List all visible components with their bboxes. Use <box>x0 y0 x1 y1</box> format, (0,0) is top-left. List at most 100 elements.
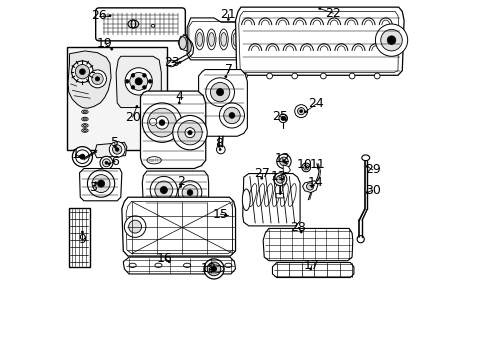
Circle shape <box>273 173 286 186</box>
Circle shape <box>100 156 113 169</box>
Circle shape <box>216 89 223 96</box>
Polygon shape <box>140 91 205 168</box>
Text: 21: 21 <box>220 8 236 21</box>
Circle shape <box>142 86 146 89</box>
Ellipse shape <box>83 130 86 132</box>
Circle shape <box>155 181 172 199</box>
Text: 24: 24 <box>308 98 324 111</box>
Ellipse shape <box>196 33 202 46</box>
Circle shape <box>108 163 110 165</box>
Circle shape <box>187 131 192 135</box>
Circle shape <box>131 74 135 77</box>
Text: 11: 11 <box>309 158 325 171</box>
Ellipse shape <box>212 263 219 267</box>
Polygon shape <box>235 7 403 75</box>
Circle shape <box>219 148 221 150</box>
Circle shape <box>303 165 308 170</box>
Circle shape <box>224 214 226 216</box>
Circle shape <box>142 74 146 77</box>
Ellipse shape <box>179 37 186 49</box>
Circle shape <box>128 220 142 233</box>
Circle shape <box>110 48 113 50</box>
Circle shape <box>276 154 290 168</box>
Circle shape <box>207 262 221 276</box>
Circle shape <box>284 119 286 121</box>
Circle shape <box>282 160 285 163</box>
Text: 22: 22 <box>325 7 341 20</box>
Circle shape <box>159 120 164 126</box>
Circle shape <box>306 183 313 190</box>
Ellipse shape <box>195 29 203 50</box>
Circle shape <box>94 182 97 184</box>
Polygon shape <box>302 181 317 193</box>
Circle shape <box>356 235 364 243</box>
Text: belt: belt <box>148 158 159 163</box>
Text: 14: 14 <box>307 176 323 189</box>
Circle shape <box>228 113 234 118</box>
Ellipse shape <box>219 29 228 50</box>
Ellipse shape <box>257 33 262 46</box>
Ellipse shape <box>224 263 231 267</box>
Ellipse shape <box>147 157 161 164</box>
Text: 2: 2 <box>176 175 184 188</box>
Circle shape <box>211 266 216 271</box>
Ellipse shape <box>206 29 216 50</box>
Circle shape <box>112 145 122 154</box>
Circle shape <box>373 73 379 79</box>
Polygon shape <box>263 228 352 261</box>
Ellipse shape <box>231 29 240 50</box>
Polygon shape <box>178 35 187 51</box>
Circle shape <box>300 231 302 233</box>
Circle shape <box>266 73 272 79</box>
Ellipse shape <box>243 29 252 50</box>
Circle shape <box>150 176 177 204</box>
Ellipse shape <box>129 263 136 267</box>
Polygon shape <box>272 262 353 278</box>
Circle shape <box>187 190 192 195</box>
Circle shape <box>142 103 182 142</box>
Circle shape <box>203 259 224 279</box>
Circle shape <box>92 175 110 193</box>
Ellipse shape <box>81 110 88 114</box>
Circle shape <box>216 145 224 154</box>
Text: 25: 25 <box>271 110 287 123</box>
Circle shape <box>281 116 285 121</box>
Polygon shape <box>122 197 235 256</box>
Circle shape <box>95 77 100 81</box>
Circle shape <box>105 161 108 164</box>
Polygon shape <box>198 69 247 136</box>
Circle shape <box>76 150 89 163</box>
Circle shape <box>178 181 202 204</box>
Circle shape <box>131 86 135 89</box>
Circle shape <box>75 64 89 79</box>
Circle shape <box>318 8 320 10</box>
Text: 8: 8 <box>215 137 223 150</box>
Circle shape <box>97 180 104 187</box>
Circle shape <box>168 261 170 263</box>
Polygon shape <box>187 18 271 60</box>
Circle shape <box>309 268 311 270</box>
Circle shape <box>115 148 119 151</box>
Circle shape <box>279 157 287 166</box>
Circle shape <box>178 102 180 104</box>
Text: 27: 27 <box>253 167 269 180</box>
Circle shape <box>88 70 106 88</box>
Ellipse shape <box>242 189 250 211</box>
Ellipse shape <box>83 111 86 113</box>
Circle shape <box>135 78 142 85</box>
Circle shape <box>114 146 116 148</box>
Text: 3: 3 <box>89 181 97 194</box>
Circle shape <box>160 186 167 194</box>
Text: 12: 12 <box>274 152 289 165</box>
Polygon shape <box>80 168 122 201</box>
Text: 9: 9 <box>78 233 86 246</box>
Circle shape <box>310 185 312 188</box>
Circle shape <box>205 78 234 107</box>
Circle shape <box>278 114 287 123</box>
Text: 26: 26 <box>90 9 106 22</box>
Ellipse shape <box>81 124 88 127</box>
FancyBboxPatch shape <box>96 8 185 41</box>
Circle shape <box>81 231 83 233</box>
Circle shape <box>124 216 145 237</box>
Circle shape <box>291 73 297 79</box>
